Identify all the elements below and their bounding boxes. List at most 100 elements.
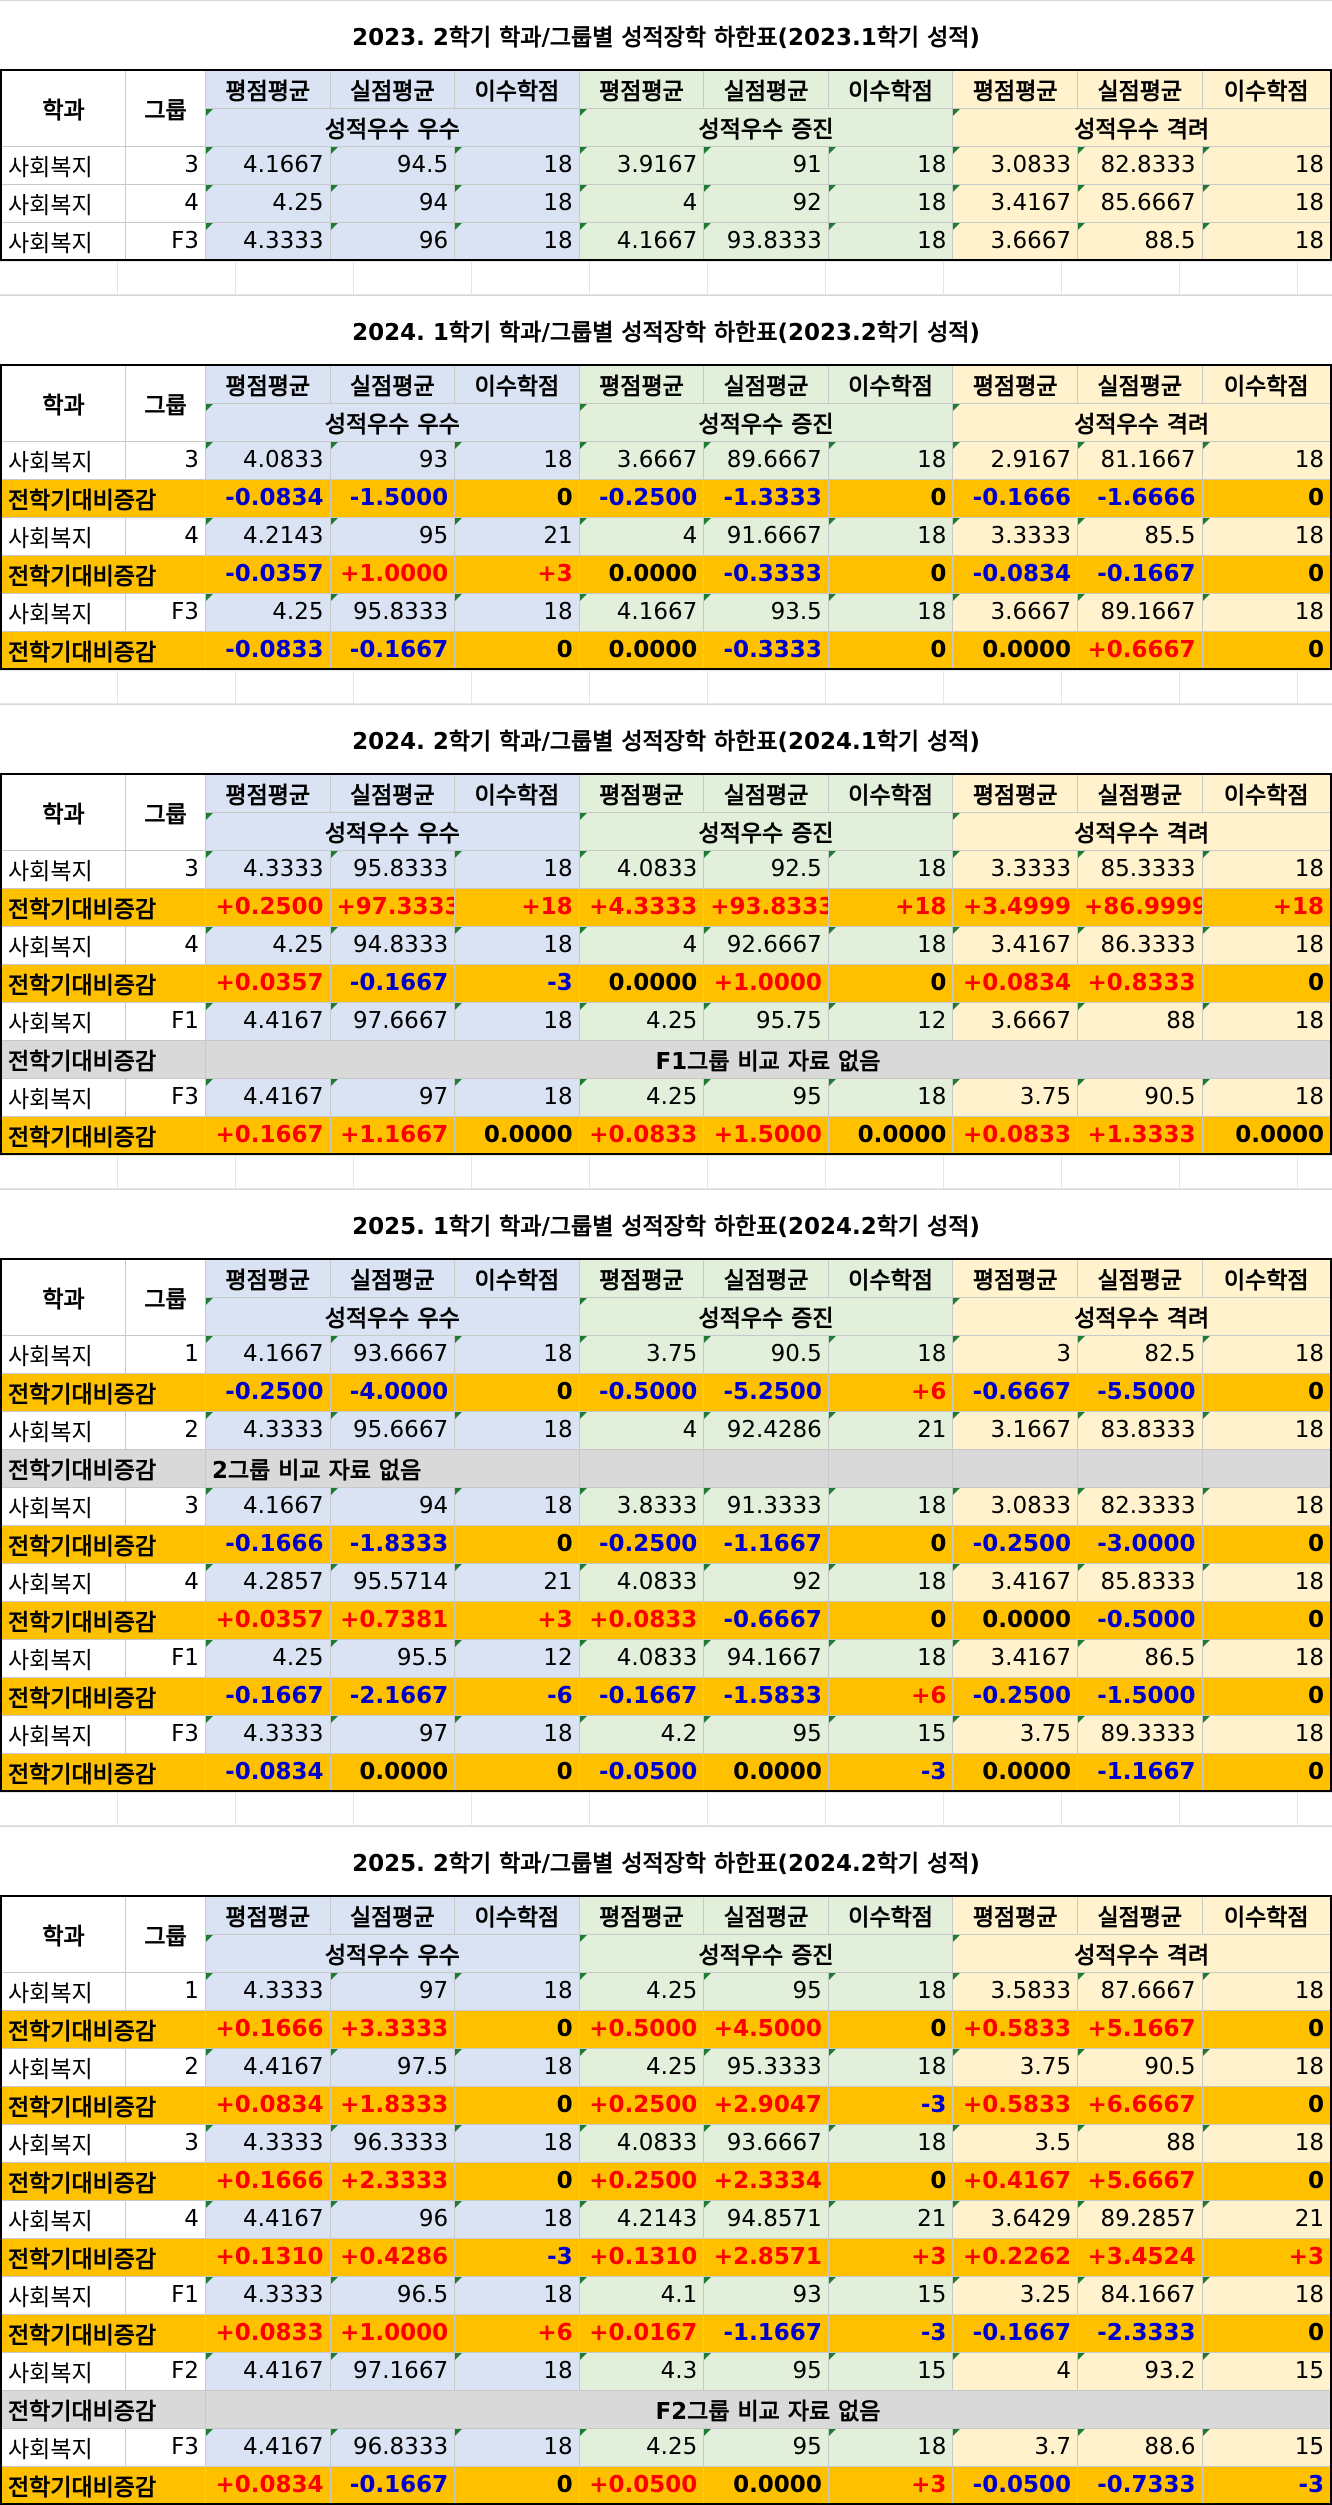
value-cell: 4.1667: [204, 1334, 331, 1374]
value-cell: 18: [827, 1562, 954, 1602]
value-cell: 3.6667: [952, 221, 1078, 261]
value-cell: 3.6667: [952, 592, 1078, 632]
diff-value-cell: -1.6666: [1076, 478, 1203, 518]
value-cell: 4.3333: [204, 2123, 331, 2163]
value-cell: 4.0833: [578, 1562, 705, 1602]
report-section: 2025. 1학기 학과/그룹별 성적장학 하한표(2024.2학기 성적) 학과…: [0, 1189, 1332, 1826]
metric-header: 이수학점: [827, 1258, 954, 1298]
group-header: 그룹: [125, 364, 206, 442]
value-cell: 18: [1201, 2275, 1332, 2315]
metric-header: 실점평균: [703, 69, 829, 109]
category-header: 성적우수 증진: [578, 1296, 954, 1336]
value-cell: 4: [578, 1410, 705, 1450]
metric-header: 이수학점: [454, 1258, 580, 1298]
metric-header: 이수학점: [1201, 364, 1332, 404]
diff-value-cell: -0.1667: [329, 2465, 456, 2505]
diff-value-cell: 0.0000: [578, 554, 705, 594]
diff-value-cell: -0.1667: [329, 963, 456, 1003]
value-cell: 18: [454, 1077, 580, 1117]
value-cell: 93: [329, 440, 456, 480]
value-cell: 92.5: [703, 849, 829, 889]
value-cell: 82.5: [1076, 1334, 1203, 1374]
value-cell: 4.25: [578, 1077, 705, 1117]
metric-header: 실점평균: [1076, 364, 1203, 404]
diff-value-cell: -0.0500: [578, 1752, 705, 1792]
value-cell: 93.6667: [329, 1334, 456, 1374]
value-cell: 92: [703, 183, 829, 223]
value-cell: 18: [1201, 2047, 1332, 2087]
diff-value-cell: -3: [454, 2237, 580, 2277]
value-cell: 88.5: [1076, 221, 1203, 261]
diff-value-cell: -0.0834: [952, 554, 1078, 594]
metric-header: 실점평균: [329, 1895, 456, 1935]
value-cell: 18: [827, 1486, 954, 1526]
dept-cell: 사회복지: [0, 1334, 127, 1374]
value-cell: 94.5: [329, 145, 456, 185]
value-cell: 3.3333: [952, 516, 1078, 556]
metric-header: 이수학점: [827, 69, 954, 109]
value-cell: 18: [454, 1971, 580, 2011]
value-cell: 21: [827, 2199, 954, 2239]
diff-value-cell: +1.0000: [329, 2313, 456, 2353]
dept-cell: 사회복지: [0, 1638, 127, 1678]
value-cell: 86.5: [1076, 1638, 1203, 1678]
value-cell: 4.25: [204, 925, 331, 965]
diff-value-cell: +0.0167: [578, 2313, 705, 2353]
header-row-categories: 성적우수 우수 성적우수 증진 성적우수 격려: [1, 107, 1332, 147]
section-title: 2025. 1학기 학과/그룹별 성적장학 하한표(2024.2학기 성적): [0, 1189, 1332, 1258]
value-cell: 96.8333: [329, 2427, 456, 2467]
value-cell: 93: [703, 2275, 829, 2315]
value-cell: 15: [827, 2351, 954, 2391]
diff-value-cell: 0: [827, 963, 954, 1003]
diff-value-cell: +0.0834: [204, 2465, 331, 2505]
category-header: 성적우수 격려: [952, 402, 1332, 442]
diff-row: 전학기대비증감 +0.1310 +0.4286 -3 +0.1310 +2.8571 +3 +…: [0, 2237, 1332, 2277]
diff-value-cell: 0.0000: [329, 1752, 456, 1792]
dept-cell: 사회복지: [0, 925, 127, 965]
group-cell: 4: [125, 2199, 206, 2239]
value-cell: 18: [454, 221, 580, 261]
value-cell: 18: [827, 221, 954, 261]
diff-value-cell: -6: [454, 1676, 580, 1716]
diff-value-cell: +0.1667: [204, 1115, 331, 1155]
diff-value-cell: -0.2500: [952, 1676, 1078, 1716]
value-cell: 86.3333: [1076, 925, 1203, 965]
section-spacer: [0, 1155, 1332, 1189]
value-cell: 3: [952, 1334, 1078, 1374]
value-cell: 18: [1201, 1410, 1332, 1450]
diff-value-cell: +6: [827, 1676, 954, 1716]
dept-header: 학과: [0, 1258, 127, 1336]
value-cell: 18: [1201, 1562, 1332, 1602]
value-cell: 96: [329, 2199, 456, 2239]
diff-value-cell: +0.2262: [952, 2237, 1078, 2277]
report-section: 2024. 2학기 학과/그룹별 성적장학 하한표(2024.1학기 성적) 학과…: [0, 704, 1332, 1189]
diff-value-cell: +18: [1201, 887, 1332, 927]
value-cell: 4: [578, 516, 705, 556]
group-cell: F1: [125, 2275, 206, 2315]
value-cell: 81.1667: [1076, 440, 1203, 480]
diff-label-cell: 전학기대비증감: [0, 1600, 206, 1640]
diff-value-cell: +3.3333: [329, 2009, 456, 2049]
diff-value-cell: 0.0000: [703, 2465, 829, 2505]
no-data-message: F1그룹 비교 자료 없음: [204, 1039, 1332, 1079]
table-row: 사회복지 4 4.2857 95.5714 21 4.0833 92 18 3.4167 85.8…: [0, 1562, 1332, 1602]
group-cell: F3: [125, 1077, 206, 1117]
table-row: 사회복지 1 4.3333 97 18 4.25 95 18 3.5833 87.6667 18: [0, 1971, 1332, 2011]
diff-row: 전학기대비증감 +0.0357 +0.7381 +3 +0.0833 -0.6667 0 0.…: [0, 1600, 1332, 1640]
table-row: 사회복지 3 4.0833 93 18 3.6667 89.6667 18 2.9167 81.1…: [0, 440, 1332, 480]
value-cell: 89.2857: [1076, 2199, 1203, 2239]
value-cell: 18: [827, 1971, 954, 2011]
value-cell: 3.0833: [952, 145, 1078, 185]
diff-row: 전학기대비증감 -0.0833 -0.1667 0 0.0000 -0.3333 0 0.00…: [0, 630, 1332, 670]
diff-value-cell: 0.0000: [578, 963, 705, 1003]
value-cell: 18: [454, 2123, 580, 2163]
diff-value-cell: +0.0500: [578, 2465, 705, 2505]
dept-cell: 사회복지: [0, 1486, 127, 1526]
diff-value-cell: +6: [827, 1372, 954, 1412]
dept-cell: 사회복지: [0, 1562, 127, 1602]
value-cell: 3.4167: [952, 925, 1078, 965]
dept-header: 학과: [0, 69, 127, 147]
category-header: 성적우수 우수: [204, 811, 580, 851]
diff-value-cell: -0.0834: [204, 1752, 331, 1792]
value-cell: 4.25: [204, 183, 331, 223]
